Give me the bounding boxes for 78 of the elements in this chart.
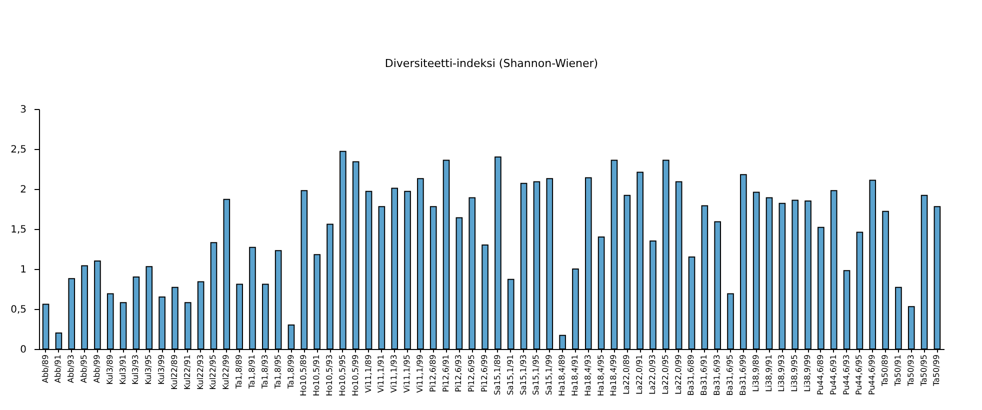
x-tick-label: Ba31,6/99 [738,354,748,396]
x-tick-label: Ha18,4/99 [609,354,618,396]
x-tick-label: Pi12,6/99 [480,354,490,392]
x-tick-label: Li38,9/93 [777,354,786,392]
x-tick-label: Ta50/89 [880,354,890,388]
x-tick-label: Ba31,6/95 [726,354,735,396]
y-tick-label: 0 [20,344,26,356]
x-tick-label: Abb/93 [66,354,76,384]
x-tick-label: La22,0/89 [622,354,632,395]
x-tick-label: Ho10,5/91 [312,354,322,396]
x-tick-label: Pi12,6/95 [467,354,476,392]
x-tick-label: Kul3/93 [131,354,140,385]
x-tick-label: La22,0/99 [674,354,683,395]
x-tick-label: Pi12,6/93 [454,354,464,392]
x-tick-label: Ta1,8/93 [260,354,270,390]
x-tick-label: Kul3/89 [105,354,114,385]
x-tick-label: Pi12,6/91 [441,354,450,392]
y-tick-label: 0,5 [10,304,26,316]
x-tick-label: Ha18,4/89 [558,354,567,396]
x-tick-label: Li38,9/99 [803,354,812,392]
x-tick-label: Abb/99 [92,354,102,384]
x-tick-label: Ba31,6/93 [712,354,722,396]
x-tick-label: Abb/91 [54,354,63,384]
x-tick-label: Vi11,1/99 [415,354,424,393]
x-tick-label: Li38,9/91 [764,354,774,392]
x-tick-label: Kul22/95 [208,354,218,390]
x-tick-label: Sa15,1/95 [532,354,541,396]
x-tick-label: Sa15,1/91 [506,354,515,396]
x-tick-label: Pu44,6/91 [828,354,838,395]
x-tick-label: Abb/95 [80,354,89,384]
x-tick-label: Ha18,4/93 [583,354,592,396]
x-tick-label: Sa15,1/89 [492,354,502,396]
x-tick-label: La22,0/93 [648,354,657,395]
x-tick-label: Sa15,1/99 [544,354,554,396]
x-tick-label: Ta50/99 [932,354,942,388]
y-tick-label: 1,5 [10,224,26,236]
x-tick-label: Vi11,1/89 [364,354,373,393]
chart-title: Diversiteetti-indeksi (Shannon-Wiener) [384,57,598,70]
y-tick-label: 3 [20,104,26,116]
x-tick-label: Ha18,4/95 [596,354,606,396]
x-tick-label: Kul3/95 [144,354,154,385]
x-tick-label: Ba31,6/89 [686,354,696,396]
x-tick-label: Vi11,1/93 [390,354,399,393]
x-tick-label: Pu44,6/95 [854,354,864,395]
x-tick-label: Ta50/95 [919,354,928,388]
x-tick-label: Vi11,1/91 [376,354,386,393]
x-tick-label: Li38,9/95 [790,354,800,392]
x-tick-label: Kul22/93 [196,354,205,390]
x-tick-label: Pi12,6/89 [428,354,438,392]
x-tick-label: Kul22/91 [182,354,192,390]
x-tick-label: Kul3/99 [157,354,166,385]
x-tick-label: Ta1,8/99 [286,354,296,390]
x-tick-label: Pu44,6/89 [816,354,825,395]
y-tick-label: 2,5 [10,144,26,156]
x-tick-label: Ta1,8/89 [234,354,244,390]
y-tick-label: 2 [20,184,26,196]
x-tick-label: Ho10,5/89 [299,354,308,396]
x-tick-label: Li38,9/89 [751,354,760,392]
x-tick-label: Sa15,1/93 [518,354,528,396]
x-tick-label: Ba31,6/91 [700,354,709,396]
x-tick-label: Ho10,5/93 [325,354,334,396]
x-tick-label: Pu44,6/99 [868,354,877,395]
x-tick-label: Ta50/93 [906,354,916,388]
x-tick-label: Ta50/91 [893,354,902,388]
x-tick-label: Ta1,8/95 [273,354,282,390]
x-tick-label: Kul22/89 [170,354,179,390]
x-tick-label: Kul22/99 [222,354,231,390]
x-tick-label: Ta1,8/91 [247,354,256,390]
x-tick-label: La22,0/95 [660,354,670,395]
x-tick-label: Ho10,5/95 [338,354,347,396]
x-tick-label: Ho10,5/99 [350,354,360,396]
x-tick-label: La22,0/91 [635,354,644,395]
x-tick-label: Vi11,1/95 [402,354,412,393]
x-tick-label: Pu44,6/93 [842,354,851,395]
x-tick-label: Ha18,4/91 [570,354,580,396]
x-tick-label: Kul3/91 [118,354,128,385]
y-tick-label: 1 [20,264,26,276]
x-tick-label: Abb/89 [40,354,50,384]
